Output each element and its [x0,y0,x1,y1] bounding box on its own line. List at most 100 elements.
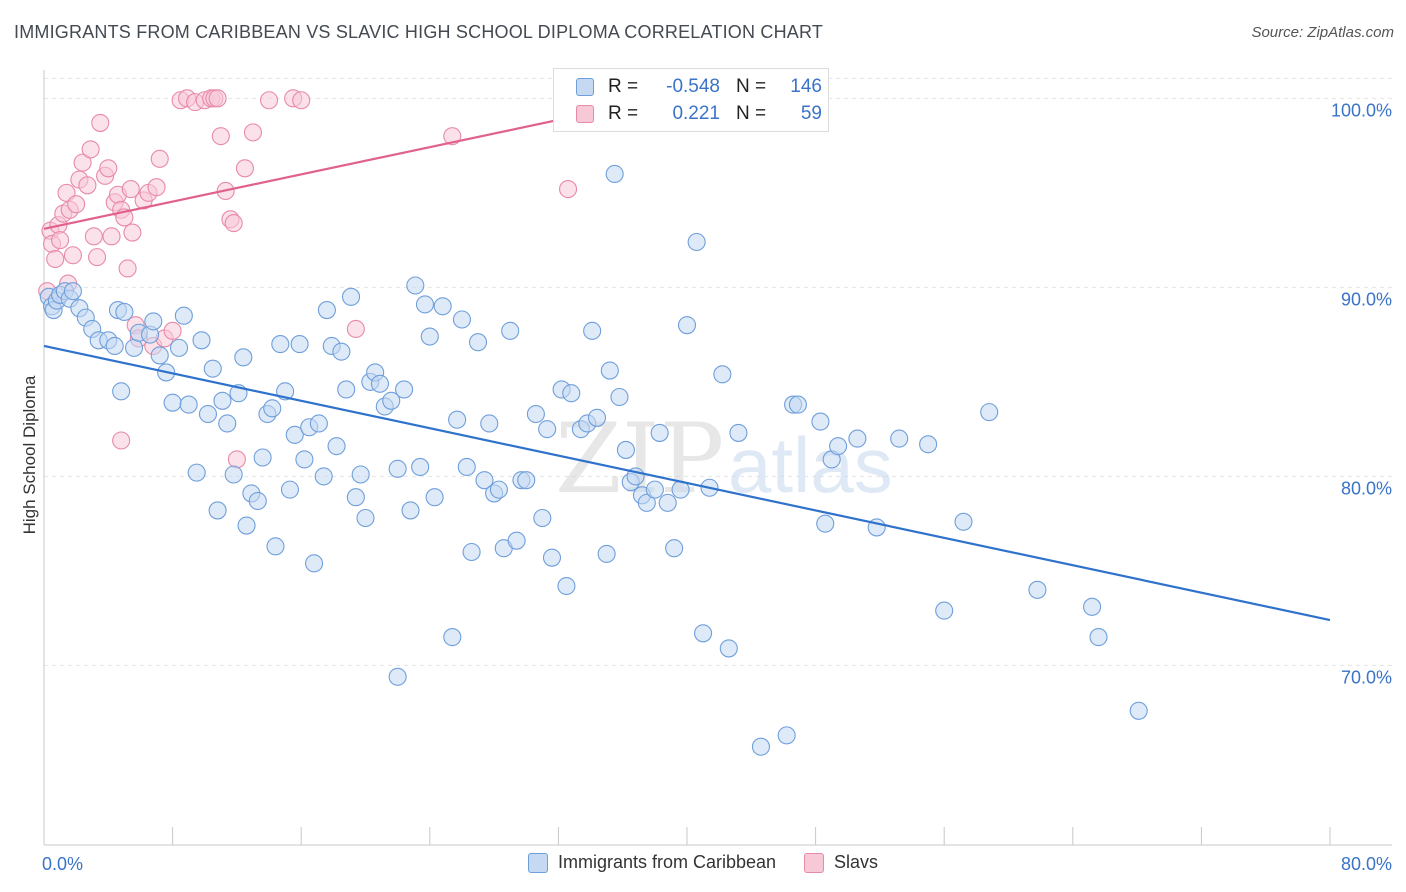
caribbean-point [337,380,356,399]
caribbean-point [829,437,848,456]
caribbean-point [637,493,656,512]
caribbean-point [218,414,237,433]
caribbean-point [248,491,267,511]
caribbean-point [112,382,131,401]
caribbean-point [388,667,407,686]
legend-label: Slavs [834,852,879,872]
slavs-point [91,113,110,132]
slavs-point [292,91,311,110]
slavs-point [102,227,121,246]
caribbean-point [280,480,299,499]
caribbean-point [811,412,830,431]
caribbean-points [39,164,1148,756]
legend-item-caribbean: Immigrants from Caribbean [527,852,776,873]
x-tick-label: 0.0% [42,854,83,874]
caribbean-point [489,480,508,499]
slavs-point [147,178,166,197]
slavs-point [67,195,86,214]
caribbean-point [448,410,467,429]
slavs-point [46,249,65,269]
caribbean-point [665,539,684,558]
caribbean-point [517,471,536,490]
caribbean-point [788,395,807,414]
caribbean-point [694,624,713,643]
caribbean-point [105,336,124,356]
caribbean-point [351,465,370,484]
caribbean-point [253,448,272,467]
caribbean-point [150,346,169,365]
caribbean-point [295,450,314,469]
caribbean-point [452,310,472,329]
y-tick-label: 70.0% [1341,667,1392,687]
caribbean-point [411,457,430,477]
slavs-point [118,259,137,278]
y-tick-label: 100.0% [1331,100,1392,120]
caribbean-point [388,459,407,478]
caribbean-point [420,327,439,346]
caribbean-point [144,312,163,331]
caribbean-point [501,321,520,340]
caribbean-point [526,404,545,424]
caribbean-point [234,348,253,367]
slavs-point [78,176,97,195]
r-value: 0.221 [672,103,720,124]
legend-row-slavs: R = 0.221 N = 59 [576,101,822,127]
caribbean-point [174,306,193,325]
caribbean-point [687,232,706,252]
caribbean-point [187,463,206,482]
caribbean-point [382,391,401,410]
caribbean-point [266,537,285,556]
tick-labels: 70.0% 80.0% 90.0% 100.0% 0.0% 80.0% [42,100,1392,874]
slavs-point [87,248,107,267]
caribbean-point [480,414,499,433]
stats-legend: R = -0.548 N = 146 R = 0.221 N = 59 [553,68,829,132]
pink-swatch [804,852,825,873]
pink-swatch [576,105,594,123]
caribbean-trend-line [43,344,1331,622]
caribbean-point [309,414,328,433]
caribbean-point [425,488,444,507]
slavs-points [38,89,578,469]
caribbean-point [605,164,624,184]
caribbean-point [271,335,290,354]
slavs-point [81,140,100,159]
caribbean-point [406,276,425,295]
caribbean-point [507,531,526,550]
series-legend: Immigrants from Caribbean Slavs [0,852,1406,873]
slavs-point [112,431,131,450]
n-value: 59 [800,103,822,124]
slavs-point [73,153,92,172]
caribbean-point [115,302,134,322]
caribbean-point [587,408,607,427]
caribbean-point [63,282,82,301]
caribbean-point [583,321,602,340]
caribbean-point [198,404,218,424]
caribbean-point [475,471,494,490]
watermark-atlas: atlas [728,421,893,509]
caribbean-point [346,488,365,507]
caribbean-point [433,297,452,316]
y-tick-label: 80.0% [1341,478,1392,498]
caribbean-point [213,391,232,410]
caribbean-point [443,628,462,647]
caribbean-point [341,287,361,306]
caribbean-point [533,508,552,528]
caribbean-point [538,420,557,439]
caribbean-point [314,467,333,486]
axes [43,70,1392,846]
slavs-point [227,450,246,469]
caribbean-point [729,423,748,442]
caribbean-point [237,516,256,535]
caribbean-point [401,501,420,520]
caribbean-point [179,395,198,414]
caribbean-point [285,425,304,444]
caribbean-point [1129,701,1148,720]
caribbean-point [370,374,390,393]
caribbean-point [777,726,796,745]
caribbean-point [1083,597,1102,616]
source-credit: Source: ZipAtlas.com [1251,24,1394,41]
caribbean-point [468,333,488,352]
y-tick-label: 90.0% [1341,289,1392,309]
blue-swatch [576,78,594,96]
